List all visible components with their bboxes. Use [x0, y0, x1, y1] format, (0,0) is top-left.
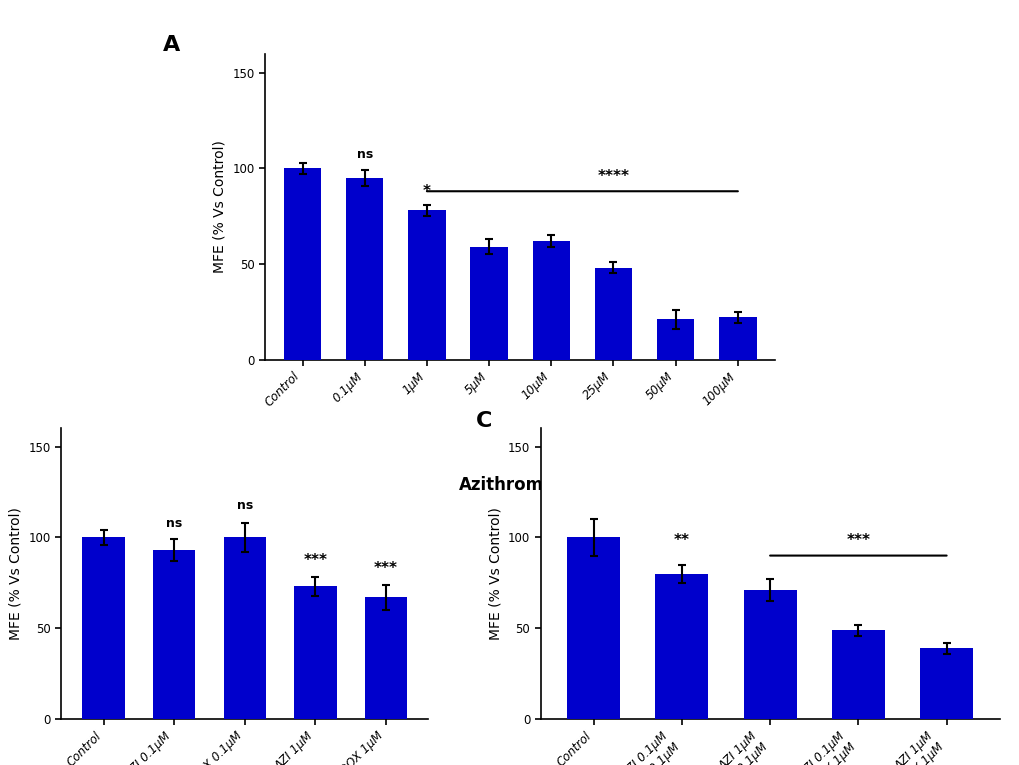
Text: A: A [163, 35, 180, 55]
Bar [919, 648, 972, 719]
Y-axis label: MFE (% Vs Control): MFE (% Vs Control) [213, 140, 227, 273]
Bar [223, 537, 266, 719]
Bar [365, 597, 407, 719]
Bar [283, 168, 321, 360]
Text: C: C [476, 411, 492, 431]
Bar [470, 246, 507, 360]
Text: ns: ns [166, 517, 182, 530]
Text: ***: *** [374, 561, 397, 575]
Bar [567, 537, 620, 719]
Bar [718, 317, 756, 360]
Bar [408, 210, 445, 360]
Bar [153, 550, 196, 719]
Y-axis label: MFE (% Vs Control): MFE (% Vs Control) [488, 507, 502, 640]
Text: ns: ns [236, 499, 253, 512]
Bar [83, 537, 124, 719]
Text: ns: ns [357, 148, 373, 161]
Bar [832, 630, 884, 719]
Bar [594, 268, 632, 360]
Text: ***: *** [303, 553, 327, 568]
Bar [655, 574, 707, 719]
Text: *: * [423, 184, 430, 199]
Y-axis label: MFE (% Vs Control): MFE (% Vs Control) [9, 507, 23, 640]
Bar [532, 241, 570, 360]
Text: ****: **** [597, 168, 629, 184]
Bar [743, 590, 796, 719]
Bar [293, 587, 336, 719]
Text: Azithromycin: Azithromycin [459, 476, 581, 494]
Text: **: ** [674, 533, 689, 549]
Bar [656, 320, 694, 360]
Text: ***: *** [846, 533, 869, 549]
Bar [345, 178, 383, 360]
